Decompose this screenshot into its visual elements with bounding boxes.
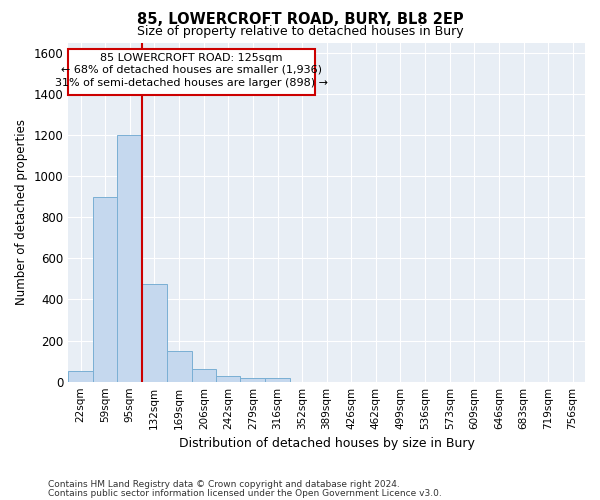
Text: 85, LOWERCROFT ROAD, BURY, BL8 2EP: 85, LOWERCROFT ROAD, BURY, BL8 2EP — [137, 12, 463, 28]
Bar — [265, 378, 290, 382]
Text: Size of property relative to detached houses in Bury: Size of property relative to detached ho… — [137, 25, 463, 38]
FancyBboxPatch shape — [68, 48, 315, 95]
Text: Contains public sector information licensed under the Open Government Licence v3: Contains public sector information licen… — [48, 488, 442, 498]
Bar — [117, 135, 142, 382]
Bar — [241, 378, 265, 382]
Text: 31% of semi-detached houses are larger (898) →: 31% of semi-detached houses are larger (… — [55, 78, 328, 88]
Text: ← 68% of detached houses are smaller (1,936): ← 68% of detached houses are smaller (1,… — [61, 65, 322, 75]
Y-axis label: Number of detached properties: Number of detached properties — [15, 119, 28, 305]
Bar — [191, 370, 217, 382]
Bar — [142, 284, 167, 382]
Text: Contains HM Land Registry data © Crown copyright and database right 2024.: Contains HM Land Registry data © Crown c… — [48, 480, 400, 489]
Text: 85 LOWERCROFT ROAD: 125sqm: 85 LOWERCROFT ROAD: 125sqm — [100, 52, 283, 62]
Bar — [68, 372, 93, 382]
Bar — [215, 376, 241, 382]
X-axis label: Distribution of detached houses by size in Bury: Distribution of detached houses by size … — [179, 437, 475, 450]
Bar — [93, 196, 118, 382]
Bar — [167, 351, 191, 382]
